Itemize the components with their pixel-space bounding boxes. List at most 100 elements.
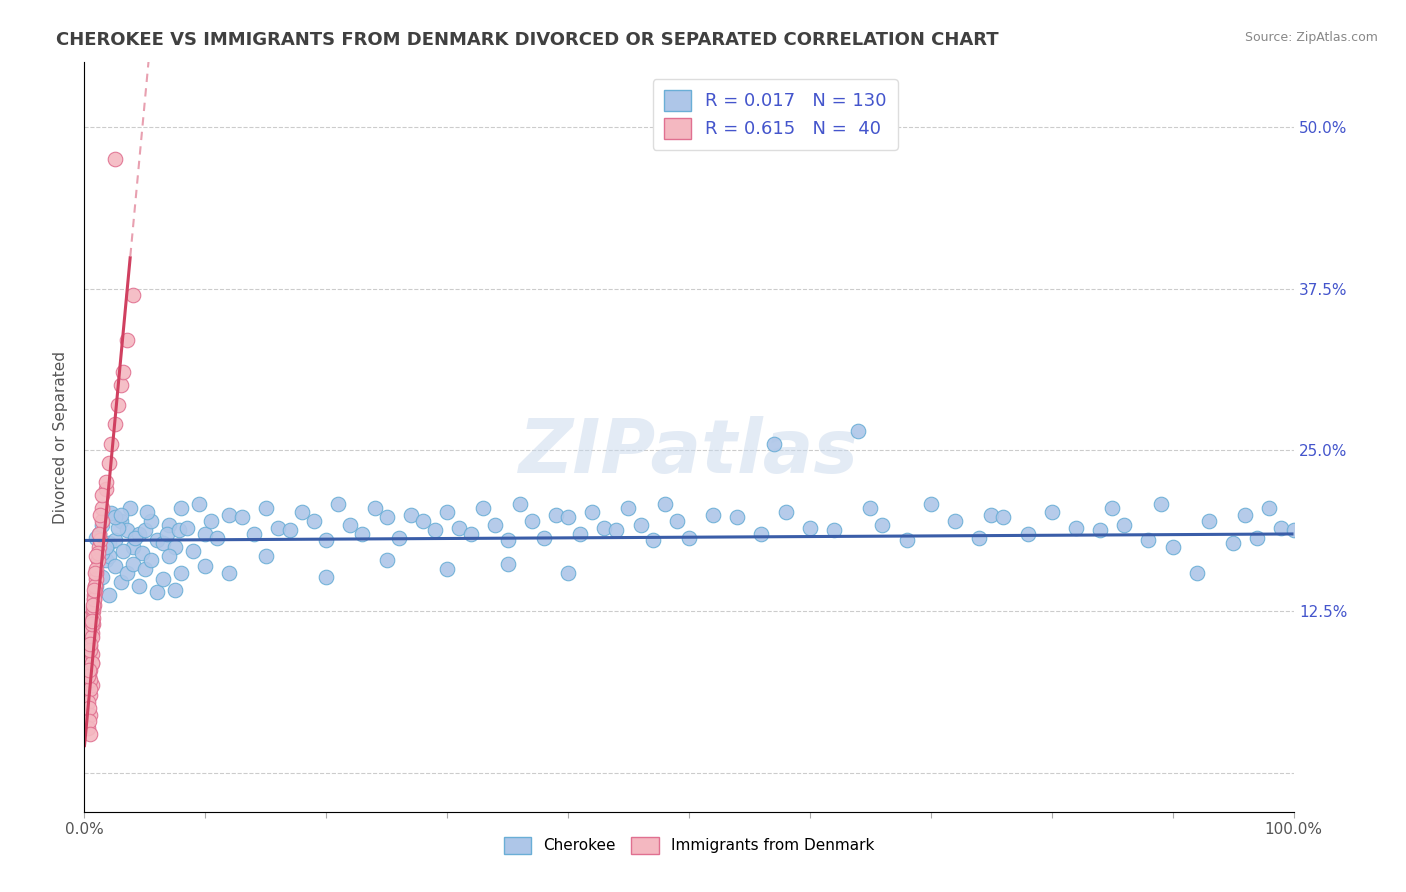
Point: [87, 540, 110, 554]
Point: [194, 559, 217, 574]
Point: [83, 591, 105, 606]
Point: [83, 582, 105, 597]
Point: [1101, 501, 1123, 516]
Point: [82, 617, 104, 632]
Point: [91, 514, 114, 528]
Point: [86, 579, 108, 593]
Point: [399, 508, 422, 522]
Point: [134, 523, 156, 537]
Point: [97, 456, 120, 470]
Point: [134, 562, 156, 576]
Point: [79, 640, 101, 654]
Point: [967, 531, 990, 545]
Point: [110, 574, 132, 589]
Point: [84, 585, 107, 599]
Point: [80, 656, 103, 670]
Point: [702, 508, 724, 522]
Point: [1161, 540, 1184, 554]
Point: [87, 527, 110, 541]
Point: [77, 681, 100, 696]
Point: [170, 501, 193, 516]
Point: [82, 600, 104, 615]
Point: [121, 288, 143, 302]
Point: [460, 527, 482, 541]
Point: [194, 527, 217, 541]
Point: [107, 398, 129, 412]
Point: [91, 569, 114, 583]
Point: [993, 510, 1015, 524]
Point: [167, 523, 190, 537]
Point: [375, 510, 398, 524]
Point: [77, 701, 100, 715]
Point: [136, 505, 159, 519]
Point: [242, 527, 264, 541]
Point: [139, 514, 162, 528]
Point: [128, 527, 150, 541]
Point: [267, 520, 290, 534]
Point: [254, 549, 277, 563]
Point: [77, 624, 100, 638]
Point: [165, 540, 187, 554]
Point: [231, 510, 253, 524]
Point: [84, 579, 107, 593]
Point: [520, 514, 543, 528]
Point: [97, 536, 120, 550]
Point: [77, 714, 100, 729]
Point: [97, 588, 120, 602]
Point: [107, 520, 129, 534]
Point: [1270, 520, 1292, 534]
Point: [1088, 523, 1111, 537]
Point: [110, 514, 132, 528]
Point: [218, 566, 240, 580]
Point: [77, 665, 100, 680]
Point: [1234, 508, 1257, 522]
Point: [449, 520, 471, 534]
Point: [775, 505, 797, 519]
Point: [799, 520, 821, 534]
Point: [1246, 531, 1268, 545]
Point: [79, 681, 101, 696]
Point: [725, 510, 748, 524]
Point: [1258, 501, 1281, 516]
Point: [91, 517, 114, 532]
Point: [375, 553, 398, 567]
Point: [176, 520, 198, 534]
Text: ZIPatlas: ZIPatlas: [519, 416, 859, 489]
Point: [120, 501, 142, 516]
Point: [665, 514, 688, 528]
Point: [496, 557, 519, 571]
Point: [86, 566, 108, 580]
Point: [97, 549, 120, 563]
Point: [315, 569, 337, 583]
Point: [115, 523, 138, 537]
Point: [112, 366, 135, 380]
Point: [80, 626, 103, 640]
Point: [254, 501, 277, 516]
Point: [363, 501, 385, 516]
Point: [1064, 520, 1087, 534]
Point: [82, 611, 104, 625]
Point: [569, 527, 592, 541]
Point: [617, 501, 640, 516]
Point: [77, 660, 100, 674]
Point: [104, 153, 127, 167]
Point: [82, 598, 104, 612]
Point: [104, 533, 127, 548]
Point: [79, 707, 101, 722]
Point: [79, 637, 101, 651]
Point: [104, 417, 127, 432]
Point: [110, 508, 132, 522]
Point: [86, 553, 108, 567]
Point: [128, 579, 150, 593]
Point: [846, 424, 869, 438]
Point: [77, 669, 100, 683]
Point: [139, 553, 162, 567]
Point: [278, 523, 301, 537]
Point: [115, 566, 138, 580]
Point: [170, 566, 193, 580]
Point: [302, 514, 325, 528]
Text: CHEROKEE VS IMMIGRANTS FROM DENMARK DIVORCED OR SEPARATED CORRELATION CHART: CHEROKEE VS IMMIGRANTS FROM DENMARK DIVO…: [56, 31, 998, 49]
Point: [207, 531, 229, 545]
Point: [110, 378, 132, 392]
Point: [77, 649, 100, 664]
